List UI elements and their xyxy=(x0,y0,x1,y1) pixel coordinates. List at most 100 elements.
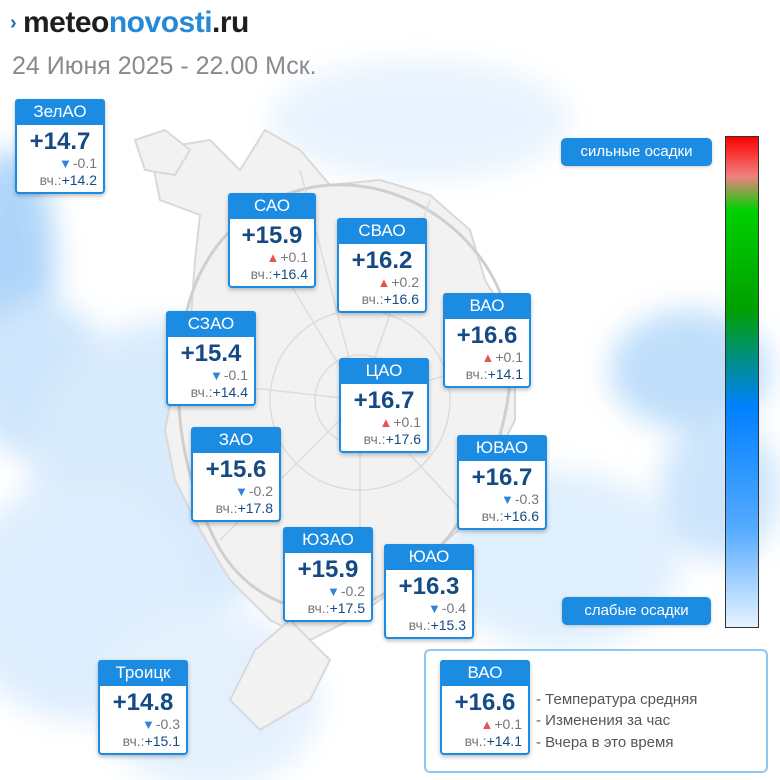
legend-line-yesterday: - Вчера в это время xyxy=(536,734,674,751)
district-card-zelao[interactable]: ЗелАО +14.7 ▼-0.1 вч.:+14.2 xyxy=(15,99,105,194)
district-name: ВАО xyxy=(443,293,531,319)
yesterday-label: вч.: xyxy=(465,366,488,382)
hourly-change: ▼-0.4 xyxy=(386,600,472,617)
hourly-change: ▲+0.1 xyxy=(445,349,529,366)
yesterday-value: +16.6 xyxy=(383,291,419,307)
district-card-szao[interactable]: СЗАО +15.4 ▼-0.1 вч.:+14.4 xyxy=(166,311,256,406)
district-temperature: +15.4 xyxy=(180,340,242,367)
yesterday-temperature: вч.:+16.4 xyxy=(230,266,314,286)
precipitation-overlay xyxy=(0,60,780,780)
logo-chevron-icon: › xyxy=(10,12,17,34)
trend-down-icon: ▼ xyxy=(327,584,340,599)
hourly-change-value: -0.2 xyxy=(248,483,273,499)
district-card-yuvao[interactable]: ЮВАО +16.7 ▼-0.3 вч.:+16.6 xyxy=(457,435,547,530)
yesterday-label: вч.: xyxy=(215,500,238,516)
trend-up-icon: ▲ xyxy=(480,717,494,732)
district-temperature: +15.9 xyxy=(241,222,303,249)
hourly-change: ▲+0.2 xyxy=(339,274,425,291)
trend-up-icon: ▲ xyxy=(377,275,391,290)
yesterday-value: +15.3 xyxy=(430,617,466,633)
yesterday-value: +14.1 xyxy=(486,733,522,749)
hourly-change-value: -0.3 xyxy=(514,491,539,507)
legend-line-change: - Изменения за час xyxy=(536,712,671,729)
precip-color-scale xyxy=(725,136,759,628)
trend-up-icon: ▲ xyxy=(379,415,393,430)
district-card-tsao[interactable]: ЦАО +16.7 ▲+0.1 вч.:+17.6 xyxy=(339,358,429,453)
legend-sample-change: ▲+0.1 xyxy=(442,716,528,733)
weak-precip-label: слабые осадки xyxy=(562,597,711,625)
yesterday-label: вч.: xyxy=(481,508,504,524)
yesterday-temperature: вч.:+14.2 xyxy=(17,172,103,192)
yesterday-temperature: вч.:+16.6 xyxy=(339,291,425,311)
yesterday-temperature: вч.:+16.6 xyxy=(459,508,545,528)
hourly-change-value: -0.3 xyxy=(155,716,180,732)
trend-down-icon: ▼ xyxy=(428,601,441,616)
trend-down-icon: ▼ xyxy=(235,484,248,499)
legend-sample-card: ВАО +16.6 ▲+0.1 вч.:+14.1 xyxy=(440,660,530,755)
legend-sample-change-value: +0.1 xyxy=(494,716,522,732)
yesterday-temperature: вч.:+17.6 xyxy=(341,431,427,451)
yesterday-value: +14.1 xyxy=(487,366,523,382)
hourly-change: ▼-0.3 xyxy=(459,491,545,508)
yesterday-value: +16.6 xyxy=(503,508,539,524)
district-name: САО xyxy=(228,193,316,219)
district-temperature: +14.8 xyxy=(112,689,174,716)
district-name: ЮЗАО xyxy=(283,527,373,553)
district-name: СЗАО xyxy=(166,311,256,337)
yesterday-value: +17.6 xyxy=(385,431,421,447)
yesterday-label: вч.: xyxy=(361,291,384,307)
hourly-change-value: -0.2 xyxy=(340,583,365,599)
trend-up-icon: ▲ xyxy=(481,350,495,365)
yesterday-value: +15.1 xyxy=(144,733,180,749)
district-card-yuzao[interactable]: ЮЗАО +15.9 ▼-0.2 вч.:+17.5 xyxy=(283,527,373,622)
site-logo[interactable]: › meteonovosti.ru xyxy=(10,6,249,40)
yesterday-label: вч.: xyxy=(307,600,330,616)
yesterday-temperature: вч.:+17.5 xyxy=(285,600,371,620)
legend-sample-temperature: +16.6 xyxy=(454,689,516,716)
hourly-change-value: -0.4 xyxy=(441,600,466,616)
district-card-vao[interactable]: ВАО +16.6 ▲+0.1 вч.:+14.1 xyxy=(443,293,531,388)
district-temperature: +16.6 xyxy=(456,322,518,349)
logo-text-meteo: meteo xyxy=(23,6,109,39)
district-card-sao[interactable]: САО +15.9 ▲+0.1 вч.:+16.4 xyxy=(228,193,316,288)
yesterday-temperature: вч.:+15.3 xyxy=(386,617,472,637)
district-card-yuao[interactable]: ЮАО +16.3 ▼-0.4 вч.:+15.3 xyxy=(384,544,474,639)
district-name: ЮАО xyxy=(384,544,474,570)
district-card-troitsk[interactable]: Троицк +14.8 ▼-0.3 вч.:+15.1 xyxy=(98,660,188,755)
district-temperature: +16.2 xyxy=(351,247,413,274)
hourly-change-value: -0.1 xyxy=(72,155,97,171)
yesterday-temperature: вч.:+14.4 xyxy=(168,384,254,404)
legend-sample-yesterday: вч.:+14.1 xyxy=(442,733,528,753)
trend-up-icon: ▲ xyxy=(266,250,280,265)
yesterday-value: +14.4 xyxy=(212,384,248,400)
yesterday-label: вч.: xyxy=(250,266,273,282)
yesterday-label: вч.: xyxy=(464,733,487,749)
yesterday-label: вч.: xyxy=(363,431,386,447)
district-card-svao[interactable]: СВАО +16.2 ▲+0.2 вч.:+16.6 xyxy=(337,218,427,313)
yesterday-value: +14.2 xyxy=(61,172,97,188)
trend-down-icon: ▼ xyxy=(501,492,514,507)
hourly-change-value: +0.1 xyxy=(393,414,421,430)
district-name: Троицк xyxy=(98,660,188,686)
date-time-title: 24 Июня 2025 - 22.00 Мск. xyxy=(12,52,317,80)
hourly-change: ▼-0.2 xyxy=(285,583,371,600)
hourly-change-value: +0.1 xyxy=(495,349,523,365)
logo-text-domain: .ru xyxy=(212,6,249,39)
yesterday-temperature: вч.:+14.1 xyxy=(445,366,529,386)
district-card-zao[interactable]: ЗАО +15.6 ▼-0.2 вч.:+17.8 xyxy=(191,427,281,522)
trend-down-icon: ▼ xyxy=(59,156,72,171)
yesterday-label: вч.: xyxy=(122,733,145,749)
hourly-change: ▲+0.1 xyxy=(230,249,314,266)
hourly-change: ▼-0.1 xyxy=(17,155,103,172)
district-temperature: +16.7 xyxy=(353,387,415,414)
hourly-change: ▼-0.2 xyxy=(193,483,279,500)
district-temperature: +15.6 xyxy=(205,456,267,483)
yesterday-value: +17.5 xyxy=(329,600,365,616)
district-temperature: +14.7 xyxy=(29,128,91,155)
yesterday-label: вч.: xyxy=(39,172,62,188)
legend-line-temperature: - Температура средняя xyxy=(536,691,698,708)
district-temperature: +15.9 xyxy=(297,556,359,583)
district-temperature: +16.7 xyxy=(471,464,533,491)
yesterday-value: +16.4 xyxy=(272,266,308,282)
